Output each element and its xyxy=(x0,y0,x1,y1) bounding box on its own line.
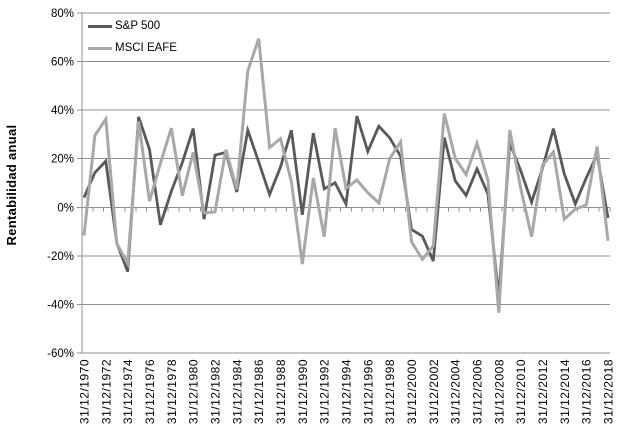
y-tick-label: 40% xyxy=(51,105,74,117)
x-tick-label: 31/12/1990 xyxy=(296,359,310,424)
y-tick-label: -60% xyxy=(47,348,74,360)
x-tick-label: 31/12/1996 xyxy=(361,359,375,424)
legend: S&P 500 MSCI EAFE xyxy=(88,15,177,59)
x-tick-label: 31/12/1978 xyxy=(165,359,179,424)
y-tick-label: 0% xyxy=(57,202,74,214)
x-tick-label: 31/12/1980 xyxy=(187,359,201,424)
y-tick-label: -40% xyxy=(47,299,74,311)
series-line-s-p-500 xyxy=(82,115,610,298)
x-tick-label: 31/12/2018 xyxy=(602,359,616,424)
legend-label-msci-eafe: MSCI EAFE xyxy=(115,42,177,54)
x-tick-label: 31/12/2012 xyxy=(536,359,550,424)
x-tick-label: 31/12/2008 xyxy=(492,359,506,424)
x-tick-label: 31/12/2014 xyxy=(558,359,572,424)
x-tick-label: 31/12/2016 xyxy=(580,359,594,424)
y-tick-label: 60% xyxy=(51,57,74,69)
x-tick-label: 31/12/2004 xyxy=(449,359,463,424)
x-tick-label: 31/12/1976 xyxy=(143,359,157,424)
x-tick-label: 31/12/1972 xyxy=(99,359,113,424)
x-tick-label: 31/12/1982 xyxy=(209,359,223,424)
x-tick-label: 31/12/1984 xyxy=(230,359,244,424)
x-tick-label: 31/12/1998 xyxy=(383,359,397,424)
x-tick-label: 31/12/1986 xyxy=(252,359,266,424)
x-tick-label: 31/12/1974 xyxy=(121,359,135,424)
x-tick-label: 31/12/2002 xyxy=(427,359,441,424)
x-tick-label: 31/12/2010 xyxy=(514,359,528,424)
sp500-line-swatch xyxy=(88,24,112,28)
x-tick-label: 31/12/2000 xyxy=(405,359,419,424)
legend-item-sp500: S&P 500 xyxy=(88,15,177,37)
x-tick-label: 31/12/1988 xyxy=(274,359,288,424)
legend-label-sp500: S&P 500 xyxy=(115,20,161,32)
series-line-msci-eafe xyxy=(82,38,610,313)
legend-item-msci-eafe: MSCI EAFE xyxy=(88,37,177,59)
x-tick-label: 31/12/1992 xyxy=(318,359,332,424)
x-tick-label: 31/12/1970 xyxy=(78,359,92,424)
y-tick-label: 80% xyxy=(51,8,74,20)
x-tick-label: 31/12/1994 xyxy=(340,359,354,424)
y-tick-label: -20% xyxy=(47,251,74,263)
y-tick-label: 20% xyxy=(51,154,74,166)
y-axis-title: Rentabilidad anual xyxy=(4,124,19,246)
msci-eafe-line-swatch xyxy=(88,46,112,50)
x-tick-label: 31/12/2006 xyxy=(471,359,485,424)
